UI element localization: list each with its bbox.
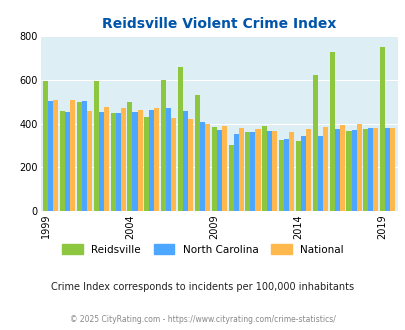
Bar	[70, 100, 75, 211]
Bar	[98, 112, 104, 211]
Bar	[132, 112, 137, 211]
Bar	[53, 100, 58, 211]
Bar	[43, 81, 48, 211]
Bar	[127, 102, 132, 211]
Bar	[104, 107, 109, 211]
Bar	[161, 80, 166, 211]
Bar	[110, 113, 115, 211]
Bar	[120, 109, 126, 211]
Bar	[329, 51, 334, 211]
Bar	[384, 128, 389, 211]
Bar	[284, 139, 288, 211]
Bar	[317, 136, 322, 211]
Bar	[48, 101, 53, 211]
Bar	[221, 126, 226, 211]
Bar	[362, 129, 367, 211]
Bar	[194, 95, 199, 211]
Bar	[312, 75, 317, 211]
Bar	[77, 102, 82, 211]
Bar	[149, 110, 154, 211]
Bar	[115, 113, 120, 211]
Bar	[154, 109, 159, 211]
Bar	[166, 109, 171, 211]
Text: Crime Index corresponds to incidents per 100,000 inhabitants: Crime Index corresponds to incidents per…	[51, 282, 354, 292]
Legend: Reidsville, North Carolina, National: Reidsville, North Carolina, National	[58, 240, 347, 259]
Bar	[345, 131, 351, 211]
Bar	[233, 134, 238, 211]
Bar	[82, 101, 87, 211]
Bar	[266, 131, 272, 211]
Bar	[183, 111, 188, 211]
Bar	[367, 128, 373, 211]
Bar	[188, 119, 193, 211]
Bar	[250, 132, 255, 211]
Text: © 2025 CityRating.com - https://www.cityrating.com/crime-statistics/: © 2025 CityRating.com - https://www.city…	[70, 315, 335, 324]
Bar	[60, 111, 65, 211]
Bar	[238, 128, 243, 211]
Bar	[295, 141, 300, 211]
Bar	[245, 132, 250, 211]
Bar	[288, 132, 294, 211]
Bar	[87, 111, 92, 211]
Title: Reidsville Violent Crime Index: Reidsville Violent Crime Index	[102, 17, 336, 31]
Bar	[65, 112, 70, 211]
Bar	[379, 47, 384, 211]
Bar	[216, 130, 221, 211]
Bar	[305, 129, 310, 211]
Bar	[339, 125, 344, 211]
Bar	[356, 124, 361, 211]
Bar	[334, 129, 339, 211]
Bar	[177, 67, 183, 211]
Bar	[300, 136, 305, 211]
Bar	[205, 124, 209, 211]
Bar	[211, 127, 216, 211]
Bar	[94, 81, 98, 211]
Bar	[228, 145, 233, 211]
Bar	[351, 130, 356, 211]
Bar	[262, 126, 266, 211]
Bar	[199, 121, 205, 211]
Bar	[272, 131, 277, 211]
Bar	[322, 127, 327, 211]
Bar	[137, 110, 142, 211]
Bar	[389, 128, 394, 211]
Bar	[255, 129, 260, 211]
Bar	[144, 117, 149, 211]
Bar	[171, 118, 176, 211]
Bar	[373, 128, 377, 211]
Bar	[278, 140, 284, 211]
